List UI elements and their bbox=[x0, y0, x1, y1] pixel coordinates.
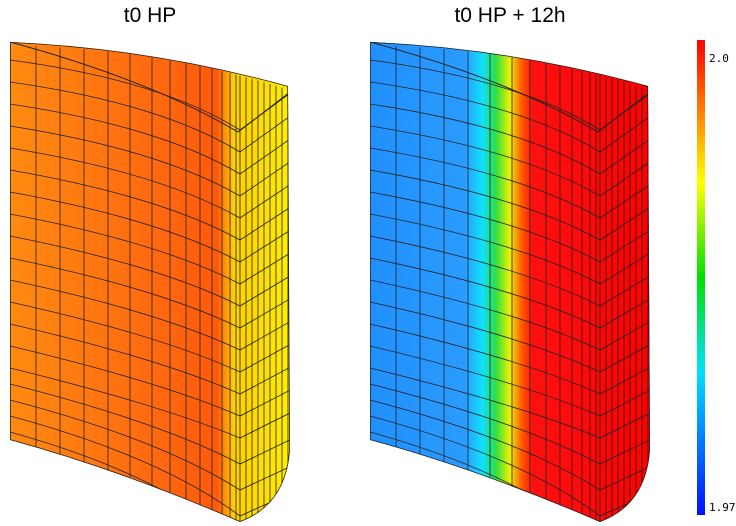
mesh-line bbox=[370, 399, 650, 491]
field bbox=[10, 42, 290, 522]
mesh-line bbox=[370, 169, 650, 241]
mesh-line bbox=[10, 345, 290, 417]
colorbar-min: 1.97 bbox=[709, 501, 736, 514]
field bbox=[370, 42, 650, 522]
mesh-line bbox=[370, 279, 650, 351]
mesh bbox=[10, 42, 290, 522]
mesh-line bbox=[10, 415, 290, 517]
mesh-line bbox=[10, 323, 290, 395]
mesh-line bbox=[10, 42, 239, 133]
mesh-line bbox=[370, 125, 650, 197]
mesh-line bbox=[10, 279, 290, 351]
mesh-line bbox=[10, 235, 290, 307]
mesh-line bbox=[10, 147, 290, 219]
mesh-line bbox=[10, 399, 290, 491]
mesh-line bbox=[10, 169, 290, 241]
mesh-line bbox=[370, 257, 650, 329]
mesh-line bbox=[370, 323, 650, 395]
mesh-line bbox=[370, 431, 650, 522]
mesh-line bbox=[370, 301, 650, 373]
mesh-line bbox=[370, 59, 650, 131]
mesh-line bbox=[10, 191, 290, 263]
mesh bbox=[370, 42, 650, 522]
mesh-line bbox=[370, 415, 650, 517]
mesh-line bbox=[10, 431, 290, 522]
mesh-line bbox=[10, 59, 290, 131]
mesh-line bbox=[10, 81, 290, 153]
mesh-line bbox=[10, 257, 290, 329]
mesh-line bbox=[370, 147, 650, 219]
mesh-line bbox=[370, 42, 599, 133]
mesh-line bbox=[10, 367, 290, 439]
mesh-line bbox=[370, 81, 650, 153]
mesh-line bbox=[10, 383, 290, 465]
mesh-line bbox=[370, 383, 650, 465]
mesh-line bbox=[370, 191, 650, 263]
colorbar-max: 2.0 bbox=[709, 52, 729, 65]
mesh-line bbox=[370, 213, 650, 285]
mesh-line bbox=[370, 345, 650, 417]
mesh-line bbox=[10, 125, 290, 197]
mesh-line bbox=[370, 367, 650, 439]
mesh-line bbox=[370, 103, 650, 175]
panel-title: t0 HP bbox=[124, 4, 177, 27]
mesh-line bbox=[10, 103, 290, 175]
mesh-line bbox=[370, 235, 650, 307]
mesh-line bbox=[10, 301, 290, 373]
panel-title: t0 HP + 12h bbox=[454, 4, 565, 27]
colorbar bbox=[697, 40, 705, 515]
mesh-line bbox=[10, 213, 290, 285]
